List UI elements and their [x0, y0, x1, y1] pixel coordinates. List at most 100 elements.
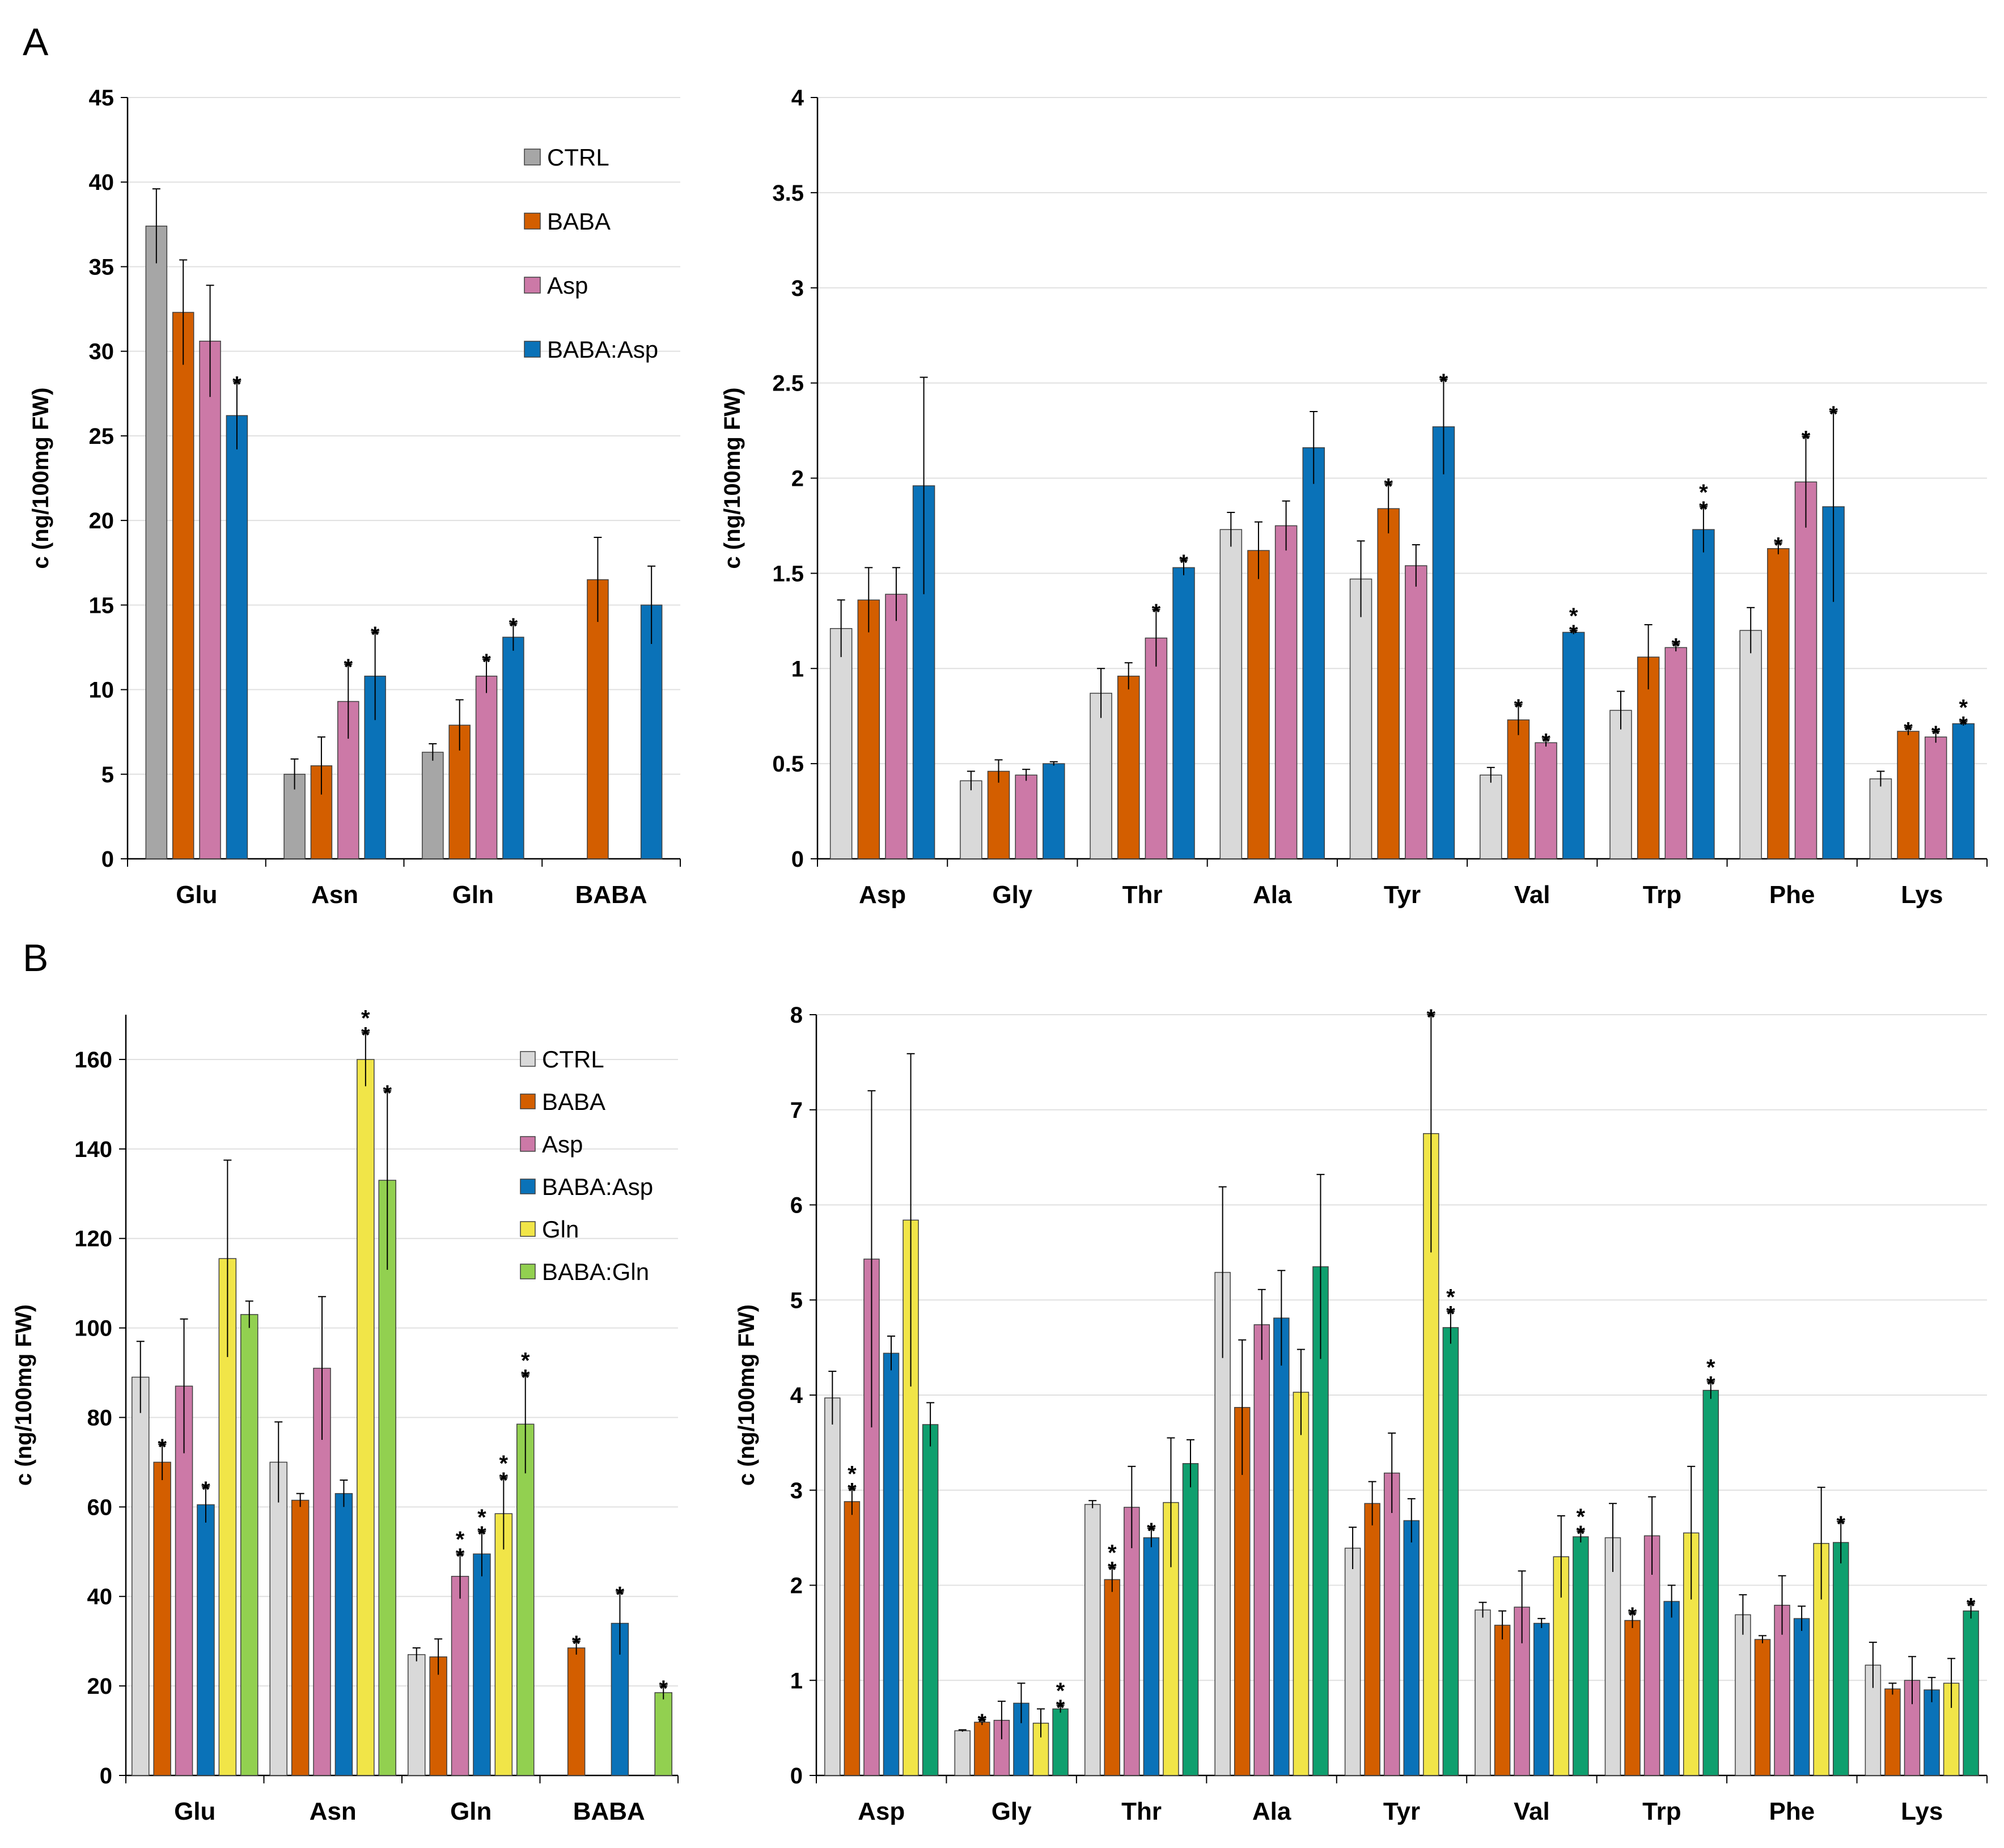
significance-star: * [1446, 1285, 1455, 1309]
bar [974, 1722, 990, 1776]
chart-panel-a-left: 0 5 10 15 20 25 30 35 40 45 c (ng/100mg FW) Glu * Asn… [28, 86, 681, 909]
significance-star: * [1706, 1355, 1715, 1380]
bar [960, 780, 982, 859]
bar [824, 1397, 841, 1776]
bar [1533, 1622, 1550, 1776]
bar [1104, 1579, 1121, 1776]
y-tick-label: 8 [790, 1003, 803, 1028]
bar [1015, 774, 1037, 859]
bar [987, 770, 1010, 859]
y-tick-label: 7 [790, 1098, 803, 1123]
bar [357, 1059, 375, 1776]
significance-star: * [1774, 533, 1783, 558]
bar [502, 637, 524, 859]
significance-star: * [1179, 550, 1188, 575]
significance-star: * [499, 1468, 509, 1493]
legend-label: BABA:Asp [542, 1173, 653, 1200]
y-axis-label: c (ng/100mg FW) [720, 387, 745, 569]
significance-star: * [158, 1435, 167, 1460]
y-axis-label: c (ng/100mg FW) [28, 387, 53, 569]
bar [429, 1656, 447, 1776]
bar [1052, 1708, 1069, 1776]
bar [654, 1692, 672, 1776]
bar [145, 226, 168, 859]
x-tick-label: Trp [1643, 881, 1681, 909]
significance-star: * [477, 1505, 486, 1530]
legend-label: CTRL [547, 144, 609, 171]
bar [1702, 1389, 1719, 1776]
bar [1253, 1324, 1270, 1776]
y-tick-label: 3 [790, 1478, 803, 1503]
bar [199, 341, 221, 859]
bar [1609, 710, 1632, 859]
y-tick-label: 1 [791, 656, 804, 681]
x-tick-label: Lys [1901, 1798, 1943, 1825]
significance-star: * [1836, 1512, 1845, 1537]
significance-star: * [232, 372, 242, 397]
y-tick-label: 0 [791, 847, 804, 872]
bar [1624, 1620, 1641, 1776]
bar [1535, 742, 1557, 859]
bar [829, 628, 853, 859]
x-tick-label: Thr [1122, 881, 1163, 909]
bar [611, 1622, 629, 1776]
x-tick-label: Phe [1769, 1798, 1815, 1825]
bar [857, 599, 880, 859]
significance-star: * [848, 1461, 857, 1486]
y-tick-label: 6 [790, 1193, 803, 1218]
bar [1735, 1614, 1751, 1776]
x-tick-label: Phe [1769, 881, 1815, 909]
x-tick-label: Gln [450, 1798, 492, 1825]
significance-star: * [482, 650, 491, 675]
bar [1143, 1537, 1160, 1776]
bar [1869, 778, 1892, 859]
bar [408, 1654, 426, 1776]
significance-star: * [521, 1365, 530, 1390]
y-tick-label: 0 [101, 847, 114, 872]
y-tick-label: 25 [89, 424, 115, 449]
significance-star: * [361, 1006, 370, 1031]
y-tick-label: 35 [89, 255, 115, 279]
y-tick-label: 3.5 [772, 181, 804, 206]
y-tick-label: 2 [791, 467, 804, 491]
bar [1405, 565, 1427, 859]
bar [1442, 1327, 1459, 1776]
significance-star: * [978, 1710, 987, 1735]
significance-star: * [1931, 722, 1941, 747]
bar [1293, 1392, 1310, 1776]
significance-star: * [1802, 427, 1811, 452]
bar [475, 675, 498, 859]
bar [1344, 1548, 1361, 1776]
significance-star: * [1446, 1302, 1455, 1326]
bar [451, 1575, 469, 1776]
bar [885, 594, 908, 859]
significance-star: * [1577, 1504, 1586, 1529]
significance-star: * [456, 1527, 465, 1552]
x-tick-label: Tyr [1384, 881, 1421, 909]
x-tick-label: Asn [310, 1798, 357, 1825]
bar [473, 1553, 491, 1776]
y-tick-label: 120 [74, 1227, 112, 1252]
significance-star: * [383, 1081, 392, 1106]
y-tick-label: 40 [89, 170, 115, 195]
legend-label: BABA:Gln [542, 1258, 649, 1285]
x-tick-label: BABA [573, 1798, 645, 1825]
bar [1943, 1682, 1960, 1776]
bar [153, 1461, 171, 1776]
bar [1562, 631, 1585, 859]
y-axis-label: c (ng/100mg FW) [734, 1304, 759, 1486]
significance-star: * [1628, 1603, 1637, 1628]
legend-swatch [520, 1051, 536, 1067]
y-tick-label: 20 [87, 1674, 113, 1699]
x-tick-label: Asn [311, 881, 358, 909]
y-tick-label: 40 [87, 1584, 113, 1609]
significance-star: * [1967, 1593, 1976, 1618]
y-tick-label: 10 [89, 678, 115, 703]
y-tick-label: 1 [790, 1668, 803, 1693]
x-tick-label: Lys [1901, 881, 1943, 909]
y-tick-label: 30 [89, 340, 115, 364]
bar [1793, 1618, 1810, 1776]
significance-star: * [1671, 634, 1680, 659]
bar [1273, 1317, 1290, 1776]
